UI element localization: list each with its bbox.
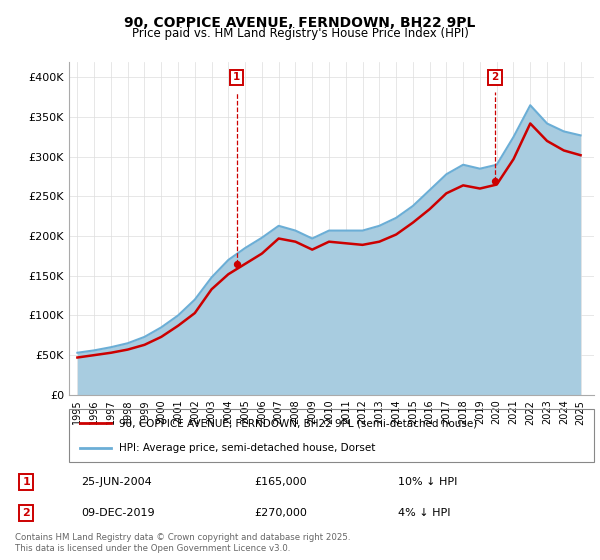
- Text: 09-DEC-2019: 09-DEC-2019: [81, 508, 155, 518]
- Text: Contains HM Land Registry data © Crown copyright and database right 2025.
This d: Contains HM Land Registry data © Crown c…: [15, 533, 350, 553]
- Text: 10% ↓ HPI: 10% ↓ HPI: [398, 477, 457, 487]
- Text: 1: 1: [233, 72, 241, 82]
- Text: 1: 1: [23, 477, 30, 487]
- Text: 90, COPPICE AVENUE, FERNDOWN, BH22 9PL (semi-detached house): 90, COPPICE AVENUE, FERNDOWN, BH22 9PL (…: [119, 418, 477, 428]
- Text: 25-JUN-2004: 25-JUN-2004: [81, 477, 152, 487]
- Text: 2: 2: [23, 508, 30, 518]
- Text: 2: 2: [491, 72, 499, 82]
- Point: [490, 176, 500, 185]
- Text: Price paid vs. HM Land Registry's House Price Index (HPI): Price paid vs. HM Land Registry's House …: [131, 27, 469, 40]
- Text: £165,000: £165,000: [254, 477, 307, 487]
- Text: 90, COPPICE AVENUE, FERNDOWN, BH22 9PL: 90, COPPICE AVENUE, FERNDOWN, BH22 9PL: [124, 16, 476, 30]
- Point: [232, 259, 242, 268]
- Text: £270,000: £270,000: [254, 508, 307, 518]
- Text: HPI: Average price, semi-detached house, Dorset: HPI: Average price, semi-detached house,…: [119, 442, 375, 452]
- Text: 4% ↓ HPI: 4% ↓ HPI: [398, 508, 451, 518]
